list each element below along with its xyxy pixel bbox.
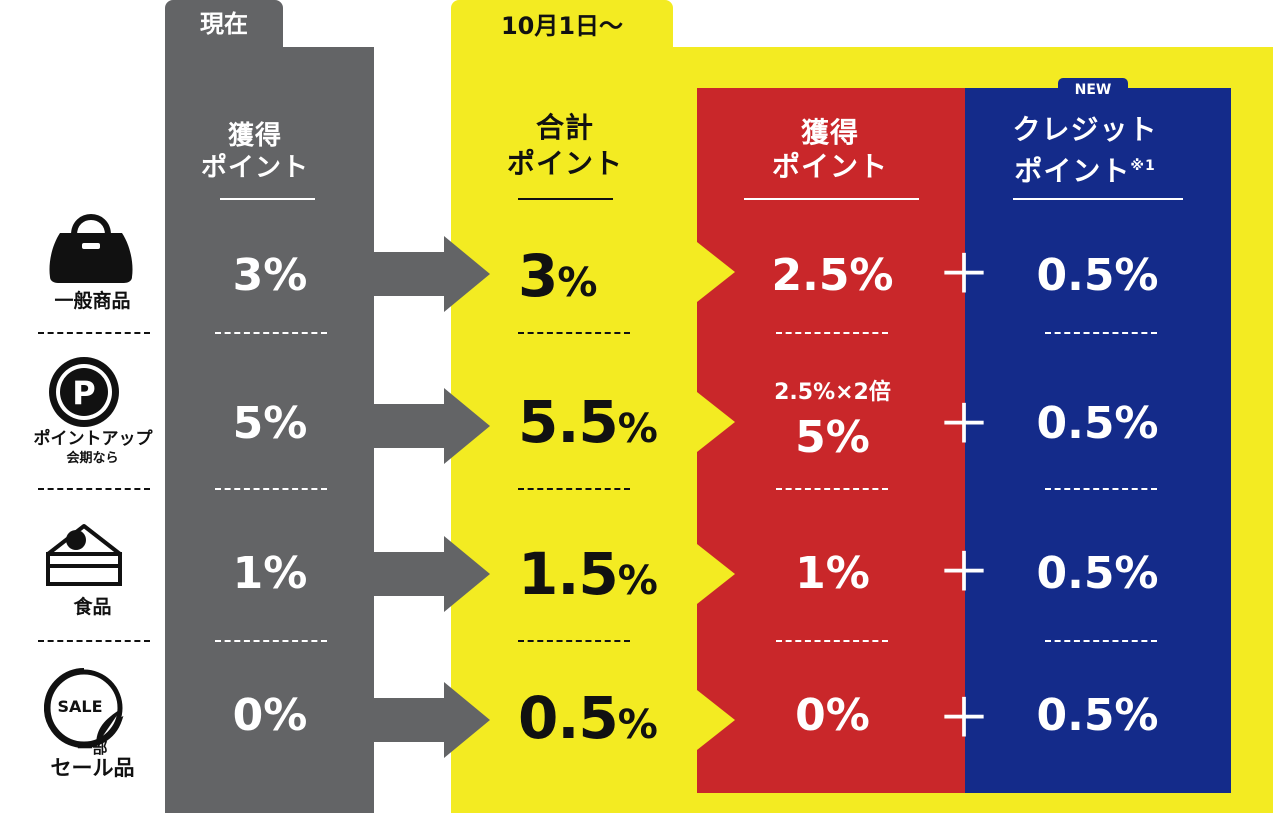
row-divider <box>38 488 150 490</box>
total-header: 合計 ポイント <box>506 111 623 180</box>
new-badge: NEW <box>1058 78 1128 102</box>
total-value-num: 5.5 <box>518 388 619 456</box>
earned-value: 1% <box>795 548 870 599</box>
total-value: 3% <box>518 246 597 313</box>
total-header-rule <box>518 198 613 200</box>
credit-value: 0.5% <box>1036 250 1159 301</box>
row-divider <box>1045 640 1157 642</box>
credit-value: 0.5% <box>1036 548 1159 599</box>
current-value: 1% <box>232 548 308 599</box>
total-value-unit: % <box>617 406 658 452</box>
row-divider <box>518 640 630 642</box>
current-value: 3% <box>232 250 308 301</box>
handbag-icon <box>49 214 133 283</box>
plus-sign: ＋ <box>937 243 991 306</box>
credit-value: 0.5% <box>1036 690 1159 741</box>
arrow-row-2 <box>372 388 490 464</box>
earned-note: 2.5%×2倍 <box>774 380 891 405</box>
row-divider <box>1045 488 1157 490</box>
svg-text:P: P <box>72 374 95 412</box>
arrow-row-1 <box>372 236 490 312</box>
cake-icon <box>46 524 122 586</box>
category-label: 食品 <box>73 596 112 618</box>
sale-sticker-icon: SALE <box>44 668 124 748</box>
arrow-row-4 <box>372 682 490 758</box>
row-divider <box>776 640 888 642</box>
point-p-icon: P <box>49 357 119 427</box>
credit-header-label: クレジット ポイント <box>1012 113 1158 188</box>
row-divider <box>776 332 888 334</box>
current-value: 0% <box>232 690 308 741</box>
row-divider <box>518 488 630 490</box>
row-divider <box>776 488 888 490</box>
total-value-num: 0.5 <box>518 684 619 752</box>
row-divider <box>38 640 150 642</box>
earned-value: 0% <box>795 690 870 741</box>
total-value-unit: % <box>617 558 658 604</box>
category-sublabel: 会期なら <box>66 451 119 466</box>
credit-header-rule <box>1013 198 1183 200</box>
total-value: 5.5% <box>518 392 658 459</box>
category-label: 一般商品 <box>54 290 131 312</box>
credit-header: クレジット ポイント※1 <box>990 112 1180 189</box>
category-sublabel: 一部 <box>77 739 108 757</box>
current-value: 5% <box>232 398 308 449</box>
row-divider <box>38 332 150 334</box>
credit-column <box>965 88 1231 793</box>
yellow-notches <box>697 242 735 750</box>
total-value-num: 3 <box>518 242 558 310</box>
sale-icon-text: SALE <box>57 697 102 716</box>
arrows-gray <box>372 236 490 758</box>
current-header: 獲得 ポイント <box>200 121 309 183</box>
plus-sign: ＋ <box>937 541 991 604</box>
current-tab <box>165 0 283 48</box>
earned-header: 獲得 ポイント <box>771 116 888 183</box>
category-label: ポイントアップ <box>33 429 153 449</box>
total-value: 1.5% <box>518 544 658 611</box>
earned-value: 5% <box>795 412 870 463</box>
earned-header-rule <box>744 198 919 200</box>
row-divider <box>215 332 327 334</box>
credit-value: 0.5% <box>1036 398 1159 449</box>
new-badge-label: NEW <box>1074 82 1112 98</box>
current-header-rule <box>220 198 315 200</box>
plus-sign: ＋ <box>937 393 991 456</box>
row-divider <box>518 332 630 334</box>
row-divider <box>215 640 327 642</box>
plus-sign: ＋ <box>937 687 991 750</box>
category-label: セール品 <box>50 756 135 780</box>
row-divider <box>215 488 327 490</box>
earned-column <box>697 88 965 793</box>
row-divider <box>1045 332 1157 334</box>
future-tab-label: 10月1日〜 <box>500 12 624 40</box>
total-value-unit: % <box>557 260 597 306</box>
total-value-num: 1.5 <box>518 540 619 608</box>
total-value-unit: % <box>617 702 658 748</box>
future-tab <box>451 0 673 50</box>
credit-footnote: ※1 <box>1130 158 1156 174</box>
earned-value: 2.5% <box>771 250 894 301</box>
total-value: 0.5% <box>518 688 658 755</box>
arrow-row-3 <box>372 536 490 612</box>
current-tab-label: 現在 <box>200 10 248 38</box>
current-column <box>165 47 374 813</box>
